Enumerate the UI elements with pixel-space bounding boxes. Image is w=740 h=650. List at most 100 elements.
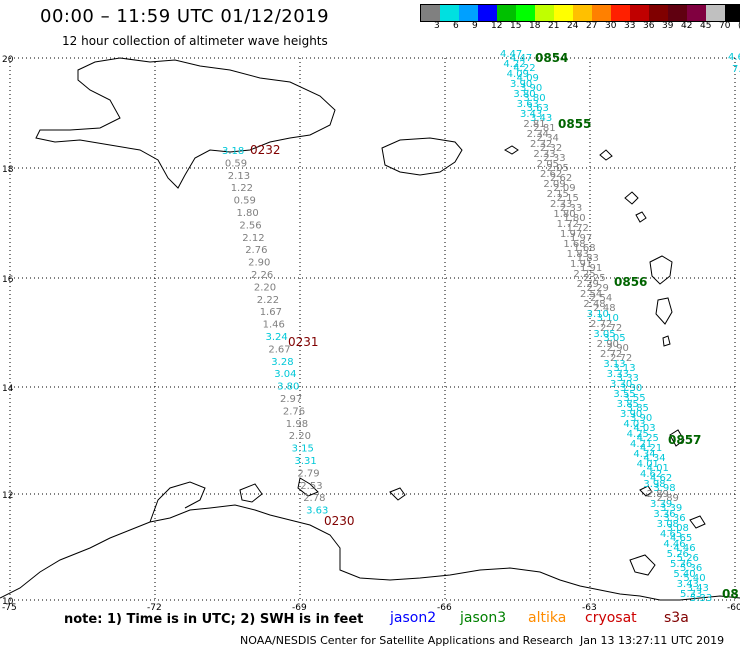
swh-value: 2.33 xyxy=(543,153,565,164)
swh-value: 2.22 xyxy=(257,295,279,306)
color-scale-swatch xyxy=(611,5,630,21)
lon-tick-label: -72 xyxy=(147,603,162,613)
swh-value: 4.21 xyxy=(630,439,652,450)
swh-value: 2.20 xyxy=(289,431,311,442)
swh-value: 3.63 xyxy=(306,506,328,517)
swh-value: 3.05 xyxy=(603,333,625,344)
swh-value: 4.62 xyxy=(650,473,672,484)
swh-value: 2.33 xyxy=(550,199,572,210)
swh-value: 3.90 xyxy=(620,409,642,420)
swh-value: 2.33 xyxy=(533,149,555,160)
swh-value: 3.39 xyxy=(660,503,682,514)
swh-value: 4.03 xyxy=(623,419,645,430)
swh-value: 2.81 xyxy=(523,119,545,130)
swh-value: 5.36 xyxy=(680,563,702,574)
color-scale-label: 6 xyxy=(453,21,459,31)
west-pass-track: 3.180.592.131.220.591.802.562.122.762.90… xyxy=(222,146,328,517)
swh-value: 2.12 xyxy=(242,233,264,244)
swh-value: 4.6 xyxy=(728,52,740,63)
swh-value: 3.55 xyxy=(613,389,635,400)
color-scale-label: 3 xyxy=(434,21,440,31)
swh-value: 3.85 xyxy=(627,403,649,414)
swh-value: 3.36 xyxy=(653,509,675,520)
swh-value: 3.08 xyxy=(667,523,689,534)
pass-time-label: 0855 xyxy=(558,117,591,131)
swh-value: 4.01 xyxy=(637,459,659,470)
swh-value: 3.30 xyxy=(610,379,632,390)
swh-value: 4.25 xyxy=(637,433,659,444)
swh-value: 1.97 xyxy=(560,229,582,240)
swh-value: 3.63 xyxy=(527,103,549,114)
swh-value: 2.81 xyxy=(533,123,555,134)
swh-value: 2.34 xyxy=(537,133,559,144)
swh-value: 4.34 xyxy=(633,449,655,460)
swh-value: 4.21 xyxy=(640,443,662,454)
generation-timestamp: Jan 13 13:27:11 UTC 2019 xyxy=(580,634,725,647)
swh-value: 3.80 xyxy=(523,93,545,104)
swh-value: 3.43 xyxy=(677,579,699,590)
swh-value: 2.76 xyxy=(245,245,267,256)
color-scale-label: 27 xyxy=(586,21,598,31)
swh-value: 3.13 xyxy=(603,359,625,370)
swh-value: 4.47 xyxy=(510,53,532,64)
lat-tick-label: 12 xyxy=(2,491,13,501)
credit-line: NOAA/NESDIS Center for Satellite Applica… xyxy=(240,634,574,647)
color-scale-label: (ft) xyxy=(738,21,740,31)
color-scale-label: 42 xyxy=(681,21,693,31)
swh-value: 2.54 xyxy=(580,289,602,300)
pass-time-label: 0854 xyxy=(535,51,568,65)
swh-value: 2.32 xyxy=(540,143,562,154)
swh-value: 3.55 xyxy=(623,393,645,404)
satellite-legend-item: jason3 xyxy=(460,610,507,626)
lat-tick-label: 16 xyxy=(2,275,14,285)
coastlines xyxy=(0,57,740,601)
color-scale-swatch xyxy=(706,5,725,21)
swh-value: 1.91 xyxy=(580,263,602,274)
swh-value: 1.68 xyxy=(563,239,585,250)
swh-value: 5.40 xyxy=(673,569,695,580)
satellite-legend-item: jason2 xyxy=(390,610,437,626)
swh-value: 4.22 xyxy=(513,63,535,74)
pass-time-label: 0230 xyxy=(324,514,355,528)
satellite-legend-item: cryosat xyxy=(585,610,637,626)
swh-value: 1.83 xyxy=(567,249,589,260)
swh-value: 2.15 xyxy=(557,193,579,204)
color-scale-swatch xyxy=(535,5,554,21)
swh-value: 0.59 xyxy=(225,158,247,169)
swh-value: 2.29 xyxy=(587,283,609,294)
swh-value: 3.90 xyxy=(630,413,652,424)
color-scale-label: 33 xyxy=(624,21,636,31)
swh-value: 4.46 xyxy=(673,543,695,554)
color-scale-swatch xyxy=(573,5,592,21)
color-scale-swatch xyxy=(687,5,706,21)
east-pass-track: 4.474.474.224.224.094.093.903.903.803.80… xyxy=(500,49,740,604)
swh-value: 3.80 xyxy=(277,382,299,393)
swh-value: 4.62 xyxy=(640,469,662,480)
page-title: 00:00 – 11:59 UTC 01/12/2019 xyxy=(40,6,330,27)
color-scale-label: 30 xyxy=(605,21,617,31)
swh-value: 2.56 xyxy=(239,220,261,231)
swh-value: 2.90 xyxy=(597,339,619,350)
swh-value: 2.32 xyxy=(530,139,552,150)
swh-value: 2.34 xyxy=(527,129,549,140)
color-scale-label: 70 xyxy=(719,21,731,31)
swh-value: 2.90 xyxy=(248,258,270,269)
swh-value: 3.04 xyxy=(274,369,296,380)
swh-value: 2.62 xyxy=(550,173,572,184)
swh-value: 2.78 xyxy=(303,493,325,504)
swh-value: 2.97 xyxy=(280,394,302,405)
swh-value: 2.05 xyxy=(547,163,569,174)
satellite-legend-item: altika xyxy=(528,610,567,626)
swh-value: 2.15 xyxy=(547,189,569,200)
pass-time-label: 0856 xyxy=(614,275,647,289)
swh-value: 2.20 xyxy=(254,282,276,293)
swh-value: 3.36 xyxy=(663,513,685,524)
swh-value: 2.67 xyxy=(268,344,290,355)
color-scale-swatch xyxy=(592,5,611,21)
swh-value: 3.24 xyxy=(266,332,288,343)
swh-value: 2.90 xyxy=(607,343,629,354)
swh-value: 4.47 xyxy=(500,49,522,60)
swh-value: 3.90 xyxy=(520,83,542,94)
swh-value: 3.39 xyxy=(650,499,672,510)
